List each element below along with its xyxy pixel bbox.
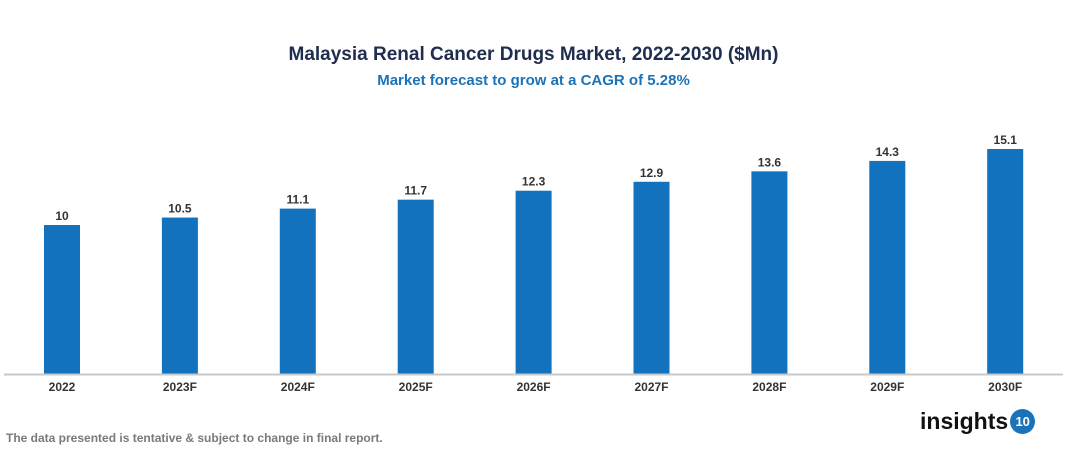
bar [869, 160, 906, 374]
bar [397, 199, 434, 374]
data-label: 12.3 [522, 175, 546, 189]
x-tick-label: 2025F [399, 380, 433, 394]
x-tick-label: 2027F [634, 380, 668, 394]
x-tick-label: 2024F [281, 380, 315, 394]
x-tick-label: 2026F [517, 380, 551, 394]
x-tick-label: 2023F [163, 380, 197, 394]
bar [44, 224, 80, 374]
logo-text: insights [920, 408, 1009, 434]
bar [633, 181, 670, 374]
data-label: 11.1 [286, 193, 309, 207]
data-label: 14.3 [876, 145, 900, 159]
x-tick-label: 2029F [870, 380, 904, 394]
data-label: 10.5 [168, 202, 192, 216]
bar [515, 190, 552, 374]
logo-badge: 10 [1010, 409, 1036, 434]
data-label: 11.7 [404, 184, 427, 198]
bar [161, 217, 198, 374]
bar [751, 171, 788, 374]
x-tick-label: 2030F [988, 380, 1022, 394]
insights10-logo: insights 10 [920, 408, 1036, 435]
data-label: 15.1 [994, 133, 1018, 147]
bar [987, 149, 1024, 374]
data-label: 10 [55, 209, 69, 223]
x-tick-label: 2022 [49, 380, 76, 394]
bar [279, 208, 316, 374]
data-label: 12.9 [640, 166, 664, 180]
x-tick-label: 2028F [752, 380, 786, 394]
data-label: 13.6 [758, 155, 782, 169]
chart-title: Malaysia Renal Cancer Drugs Market, 2022… [288, 44, 779, 65]
footnote: The data presented is tentative & subjec… [6, 431, 383, 445]
chart-subtitle: Market forecast to grow at a CAGR of 5.2… [377, 72, 690, 89]
